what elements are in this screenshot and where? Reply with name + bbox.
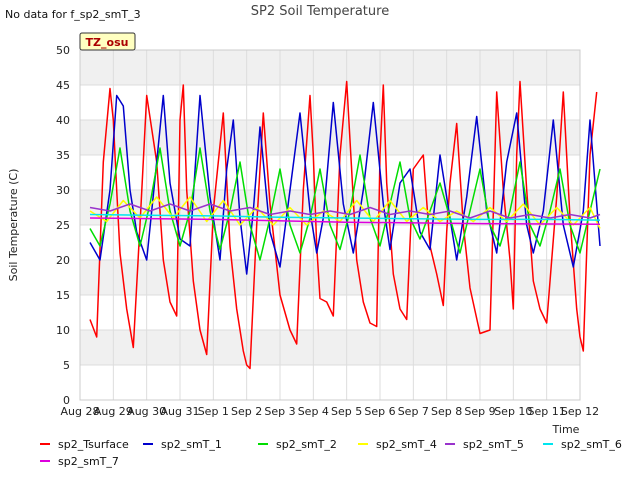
- x-tick-label: Sep 2: [231, 405, 262, 418]
- legend-label: sp2_smT_1: [161, 438, 222, 451]
- series-line-sp2-smT-6: [89, 213, 601, 221]
- y-tick-label: 50: [56, 44, 70, 57]
- legend-label: sp2_smT_2: [276, 438, 337, 451]
- y-tick-label: 15: [56, 289, 70, 302]
- y-tick-label: 25: [56, 219, 70, 232]
- plot-band: [80, 50, 580, 85]
- series-line-sp2-smT-2: [89, 147, 601, 261]
- y-axis-ticks: 0 5 10 15 20 25 30 35 40 45 50: [56, 44, 70, 407]
- series-line-sp2-smT-4: [89, 196, 601, 229]
- x-tick-label: Sep 11: [528, 405, 566, 418]
- no-data-note: No data for f_sp2_smT_3: [5, 8, 141, 21]
- y-axis-title: Soil Temperature (C): [7, 169, 20, 282]
- x-tick-label: Aug 28: [61, 405, 100, 418]
- plot-frame: [79, 49, 581, 401]
- y-tick-label: 0: [63, 394, 70, 407]
- x-tick-label: Sep 5: [331, 405, 362, 418]
- y-tick-label: 20: [56, 254, 70, 267]
- x-tick-label: Sep 1: [198, 405, 229, 418]
- y-tick-label: 45: [56, 79, 70, 92]
- series-layer: [89, 80, 601, 370]
- x-tick-label: Aug 29: [94, 405, 133, 418]
- tz-badge: TZ_osu: [79, 32, 136, 51]
- series-line-sp2-smT-1: [89, 94, 601, 275]
- series-line-sp2-smT-5: [89, 203, 601, 219]
- x-tick-label: Sep 6: [364, 405, 395, 418]
- x-tick-label: Sep 8: [431, 405, 462, 418]
- x-tick-label: Aug 30: [127, 405, 166, 418]
- x-tick-label: Sep 9: [464, 405, 495, 418]
- series-line-sp2-Tsurface: [89, 80, 598, 370]
- plot-band: [80, 85, 580, 120]
- y-tick-label: 10: [56, 324, 70, 337]
- series-line-sp2-smT-7: [89, 217, 601, 226]
- chart-title: SP2 Soil Temperature: [251, 4, 389, 19]
- plot-band: [80, 260, 580, 295]
- x-tick-label: Sep 3: [264, 405, 295, 418]
- legend-label: sp2_smT_6: [561, 438, 622, 451]
- legend-label: sp2_smT_5: [463, 438, 524, 451]
- legend-label: sp2_Tsurface: [58, 438, 129, 451]
- legend-label: sp2_smT_4: [376, 438, 437, 451]
- plot-band: [80, 330, 580, 365]
- x-tick-label: Sep 12: [561, 405, 599, 418]
- x-axis-title: Time: [552, 423, 580, 436]
- x-tick-label: Sep 7: [398, 405, 429, 418]
- x-tick-label: Aug 31: [161, 405, 200, 418]
- tz-badge-label: TZ_osu: [86, 36, 129, 49]
- y-tick-label: 40: [56, 114, 70, 127]
- y-tick-label: 5: [63, 359, 70, 372]
- x-tick-label: Sep 10: [494, 405, 532, 418]
- y-tick-label: 30: [56, 184, 70, 197]
- x-tick-label: Sep 4: [298, 405, 329, 418]
- y-tick-label: 35: [56, 149, 70, 162]
- legend: sp2_Tsurface sp2_smT_1 sp2_smT_2 sp2_smT_4 s…: [40, 438, 622, 468]
- plot-band: [80, 365, 580, 400]
- plot-band: [80, 295, 580, 330]
- legend-label: sp2_smT_7: [58, 455, 119, 468]
